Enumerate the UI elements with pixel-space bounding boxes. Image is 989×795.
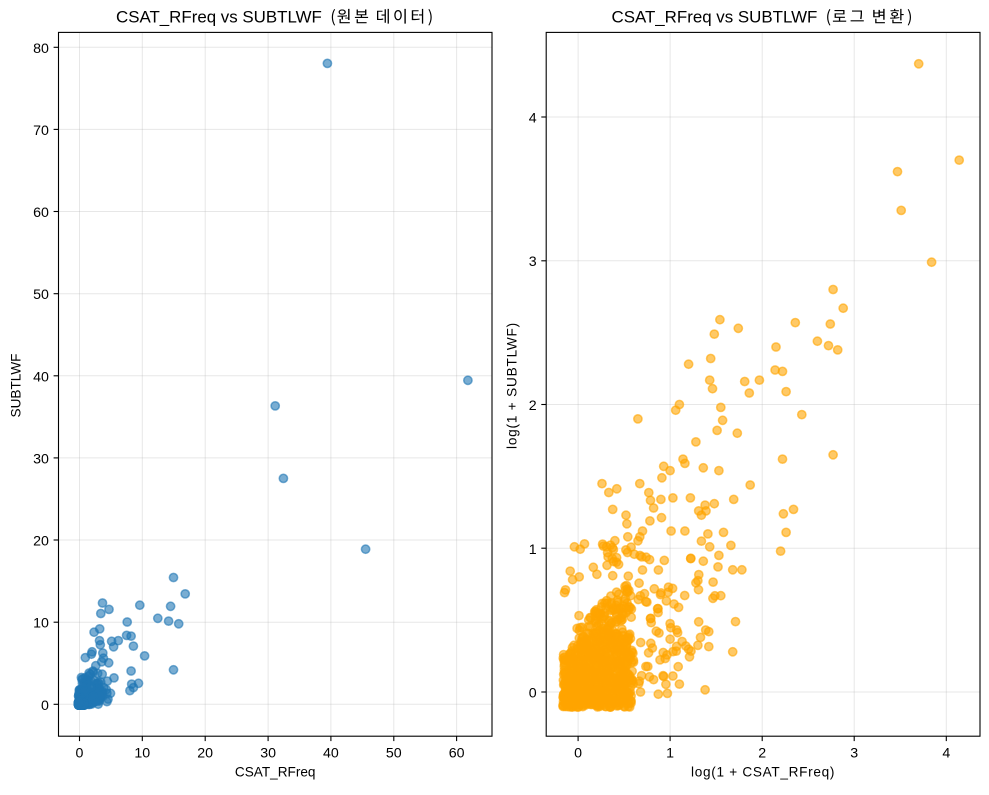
- svg-text:log(1 + SUBTLWF): log(1 + SUBTLWF): [505, 322, 520, 449]
- svg-text:CSAT_RFreq: CSAT_RFreq: [235, 765, 316, 780]
- svg-text:20: 20: [33, 534, 49, 550]
- svg-text:1: 1: [666, 746, 674, 762]
- svg-text:20: 20: [197, 746, 213, 762]
- svg-text:30: 30: [260, 746, 276, 762]
- svg-text:60: 60: [33, 205, 49, 221]
- svg-text:2: 2: [758, 746, 766, 762]
- svg-text:0: 0: [76, 746, 84, 762]
- svg-text:10: 10: [33, 616, 49, 632]
- svg-text:40: 40: [323, 746, 339, 762]
- svg-text:3: 3: [850, 746, 858, 762]
- svg-text:CSAT_RFreq vs SUBTLWF: CSAT_RFreq vs SUBTLWF: [116, 7, 322, 26]
- svg-text:40: 40: [33, 369, 49, 385]
- svg-text:0: 0: [41, 698, 49, 714]
- svg-text:80: 80: [33, 41, 49, 57]
- svg-text:1: 1: [529, 542, 537, 558]
- svg-text:60: 60: [449, 746, 465, 762]
- svg-text:log(1 + CSAT_RFreq): log(1 + CSAT_RFreq): [691, 765, 835, 780]
- svg-text:50: 50: [33, 287, 49, 303]
- svg-text:CSAT_RFreq vs SUBTLWF: CSAT_RFreq vs SUBTLWF: [612, 7, 818, 26]
- svg-text:4: 4: [942, 746, 950, 762]
- svg-text:2: 2: [529, 398, 537, 414]
- svg-text:50: 50: [386, 746, 402, 762]
- svg-text:SUBTLWF: SUBTLWF: [9, 354, 24, 418]
- svg-text:10: 10: [134, 746, 150, 762]
- svg-text:30: 30: [33, 451, 49, 467]
- svg-text:70: 70: [33, 123, 49, 139]
- svg-text:0: 0: [574, 746, 582, 762]
- svg-text:0: 0: [529, 686, 537, 702]
- svg-text:4: 4: [529, 111, 537, 127]
- svg-text:3: 3: [529, 254, 537, 270]
